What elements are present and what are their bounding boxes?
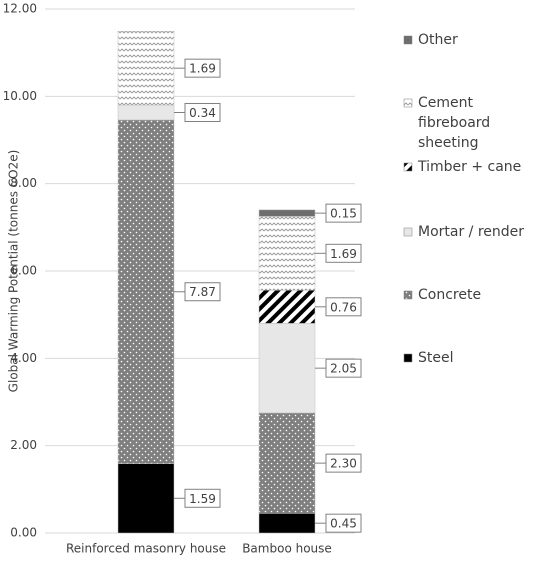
legend-swatch xyxy=(403,162,413,172)
legend-label: Mortar / render xyxy=(418,224,525,240)
label-box xyxy=(325,358,362,378)
value-label: 0.15 xyxy=(330,207,357,221)
bar-segment xyxy=(117,463,175,534)
bar-segment xyxy=(258,412,316,514)
x-tick-label: Reinforced masonry house xyxy=(66,542,226,556)
label-box xyxy=(325,203,362,223)
y-axis-label: Global Warming Potential (tonnes CO2e) xyxy=(7,150,21,393)
x-tick-label: Bamboo house xyxy=(242,542,332,556)
bar-segment xyxy=(258,216,316,291)
value-label: 1.69 xyxy=(189,62,216,76)
legend-swatch xyxy=(403,98,413,108)
y-tick-label: 10.00 xyxy=(3,89,37,103)
bar-segment xyxy=(117,119,175,464)
legend-swatch xyxy=(403,227,413,237)
bar-segment xyxy=(117,104,175,121)
label-box xyxy=(184,102,221,122)
label-box xyxy=(184,282,221,302)
value-label: 1.69 xyxy=(330,247,357,261)
value-label: 0.45 xyxy=(330,517,357,531)
label-box xyxy=(325,243,362,263)
label-box xyxy=(325,453,362,473)
y-tick-label: 4.00 xyxy=(10,351,37,365)
bar-segment xyxy=(258,513,316,534)
y-tick-label: 2.00 xyxy=(10,438,37,452)
value-label: 2.05 xyxy=(330,362,357,376)
legend-label: Cement fibreboard sheeting xyxy=(418,95,491,151)
bar-segment xyxy=(258,209,316,217)
legend-swatch xyxy=(403,35,413,45)
value-label: 0.34 xyxy=(189,106,216,120)
legend-label: Other xyxy=(418,32,458,48)
value-label: 7.87 xyxy=(189,285,216,299)
y-tick-label: 8.00 xyxy=(10,176,37,190)
label-box xyxy=(184,488,221,508)
bar-segment xyxy=(258,323,316,414)
value-label: 0.76 xyxy=(330,300,357,314)
value-label: 1.59 xyxy=(189,492,216,506)
y-tick-label: 6.00 xyxy=(10,264,37,278)
label-box xyxy=(184,58,221,78)
legend-label: Timber + cane xyxy=(418,159,522,175)
bar-segment xyxy=(258,289,316,324)
legend-swatch xyxy=(403,353,413,363)
y-tick-label: 12.00 xyxy=(3,2,37,16)
legend-label: Steel xyxy=(418,350,454,366)
legend-swatch xyxy=(403,290,413,300)
value-label: 2.30 xyxy=(330,457,357,471)
label-box xyxy=(325,513,362,533)
label-box xyxy=(325,297,362,317)
bar-segment xyxy=(117,31,175,106)
y-tick-label: 0.00 xyxy=(10,526,37,540)
legend-label: Concrete xyxy=(418,287,482,303)
